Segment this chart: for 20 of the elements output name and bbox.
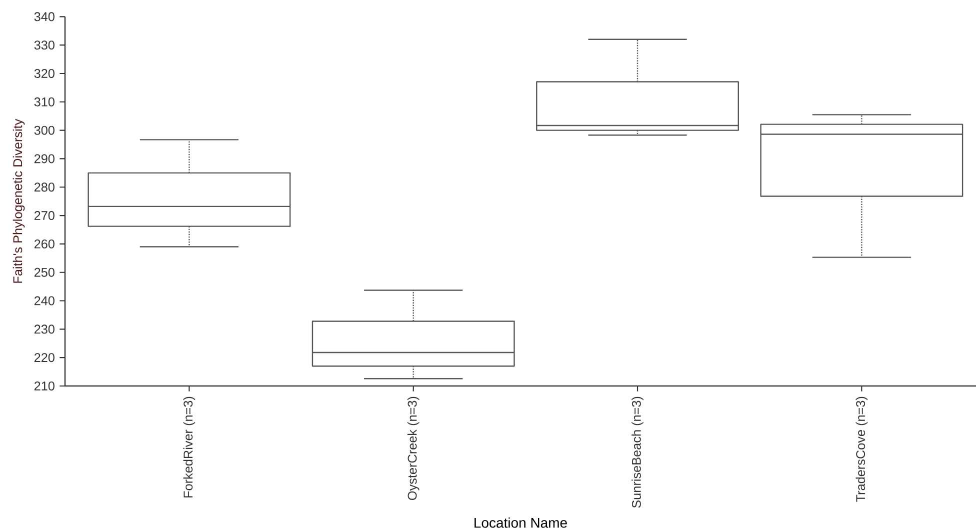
y-axis-title: Faith's Phylogenetic Diversity: [12, 118, 25, 283]
y-tick-label: 280: [34, 182, 54, 192]
y-tick-label: 290: [34, 154, 54, 164]
x-axis-title: Location Name: [474, 517, 567, 528]
x-tick-label: OysterCreek (n=3): [407, 396, 420, 500]
y-tick-label: 320: [34, 69, 54, 78]
y-tick-label: 240: [34, 296, 54, 306]
y-tick-label: 310: [34, 97, 54, 106]
y-tick-label: 300: [34, 126, 54, 135]
y-tick-label: 330: [34, 40, 54, 50]
x-tick-label: SunriseBeach (n=3): [632, 396, 644, 508]
x-tick-label: ForkedRiver (n=3): [183, 396, 196, 498]
x-tick-label: TradersCove (n=3): [856, 396, 868, 502]
y-tick-label: 340: [34, 12, 54, 22]
y-tick-label: 260: [34, 239, 54, 248]
y-tick-label: 270: [34, 211, 54, 220]
y-tick-label: 230: [34, 324, 54, 334]
y-tick-label: 210: [34, 382, 54, 390]
y-tick-label: 250: [34, 268, 54, 277]
y-tick-label: 220: [34, 353, 54, 362]
